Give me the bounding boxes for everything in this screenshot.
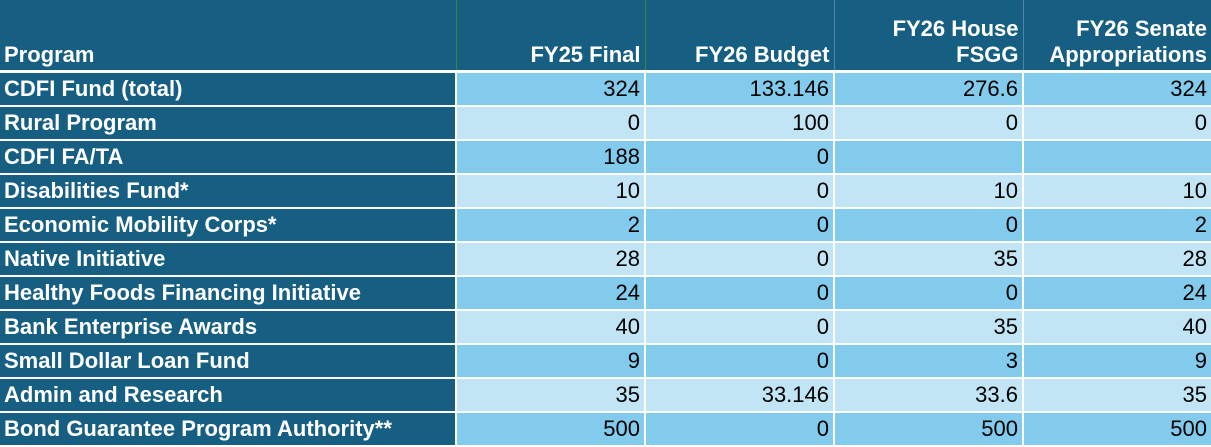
fy25-final-cell[interactable]: 324 xyxy=(455,71,645,107)
fy25-final-cell[interactable]: 188 xyxy=(455,140,645,175)
fy25-final-cell[interactable]: 0 xyxy=(455,106,645,141)
fy26-senate-cell[interactable]: 28 xyxy=(1022,242,1211,277)
header-fy26-budget[interactable]: FY26 Budget xyxy=(644,0,834,73)
fy25-final-cell[interactable]: 35 xyxy=(455,378,645,413)
fy26-senate-cell[interactable]: 35 xyxy=(1022,378,1211,413)
table-row: Bank Enterprise Awards 40 0 35 40 xyxy=(0,310,1211,345)
program-cell[interactable]: Admin and Research xyxy=(0,378,456,413)
header-fy26-house[interactable]: FY26 House FSGG xyxy=(833,0,1023,73)
fy26-house-cell[interactable] xyxy=(833,140,1023,175)
fy25-final-cell[interactable]: 28 xyxy=(455,242,645,277)
fy26-budget-cell[interactable]: 0 xyxy=(644,310,834,345)
fy26-budget-cell[interactable]: 0 xyxy=(644,140,834,175)
fy26-house-cell[interactable]: 0 xyxy=(833,106,1023,141)
header-fy26-house-line1: FY26 House xyxy=(892,16,1019,41)
table-row: Healthy Foods Financing Initiative 24 0 0 24 xyxy=(0,276,1211,311)
fy26-senate-cell[interactable] xyxy=(1022,140,1211,175)
table-row: Admin and Research 35 33.146 33.6 35 xyxy=(0,378,1211,413)
fy26-budget-cell[interactable]: 133.146 xyxy=(644,71,834,107)
fy26-budget-cell[interactable]: 0 xyxy=(644,276,834,311)
fy26-senate-cell[interactable]: 40 xyxy=(1022,310,1211,345)
fy26-house-cell[interactable]: 33.6 xyxy=(833,378,1023,413)
fy26-house-cell[interactable]: 35 xyxy=(833,242,1023,277)
program-cell[interactable]: Native Initiative xyxy=(0,242,456,277)
header-fy26-senate[interactable]: FY26 Senate Appropriations xyxy=(1022,0,1211,73)
program-cell[interactable]: Disabilities Fund* xyxy=(0,174,456,209)
fy26-budget-cell[interactable]: 0 xyxy=(644,242,834,277)
fy26-senate-cell[interactable]: 2 xyxy=(1022,208,1211,243)
fy26-house-cell[interactable]: 0 xyxy=(833,276,1023,311)
fy26-budget-cell[interactable]: 33.146 xyxy=(644,378,834,413)
fy26-senate-cell[interactable]: 24 xyxy=(1022,276,1211,311)
fy26-house-cell[interactable]: 10 xyxy=(833,174,1023,209)
fy26-senate-cell[interactable]: 10 xyxy=(1022,174,1211,209)
fy26-budget-cell[interactable]: 0 xyxy=(644,174,834,209)
fy26-budget-cell[interactable]: 0 xyxy=(644,208,834,243)
fy26-house-cell[interactable]: 276.6 xyxy=(833,71,1023,107)
header-fy25-final[interactable]: FY25 Final xyxy=(455,0,646,73)
table-row: Disabilities Fund* 10 0 10 10 xyxy=(0,174,1211,209)
fy26-budget-cell[interactable]: 0 xyxy=(644,344,834,379)
fy25-final-cell[interactable]: 24 xyxy=(455,276,645,311)
fy26-house-cell[interactable]: 3 xyxy=(833,344,1023,379)
fy26-budget-cell[interactable]: 100 xyxy=(644,106,834,141)
table-row: CDFI Fund (total) 324 133.146 276.6 324 xyxy=(0,71,1211,107)
table-row: CDFI FA/TA 188 0 xyxy=(0,140,1211,175)
fy25-final-cell[interactable]: 9 xyxy=(455,344,645,379)
program-cell[interactable]: CDFI FA/TA xyxy=(0,140,456,175)
program-cell[interactable]: Bank Enterprise Awards xyxy=(0,310,456,345)
fy25-final-cell[interactable]: 2 xyxy=(455,208,645,243)
table-row: Rural Program 0 100 0 0 xyxy=(0,106,1211,141)
fy26-house-cell[interactable]: 35 xyxy=(833,310,1023,345)
header-fy26-senate-line1: FY26 Senate xyxy=(1076,16,1207,41)
program-cell[interactable]: Healthy Foods Financing Initiative xyxy=(0,276,456,311)
fy25-final-cell[interactable]: 40 xyxy=(455,310,645,345)
program-cell[interactable]: Rural Program xyxy=(0,106,456,141)
fy26-senate-cell[interactable]: 0 xyxy=(1022,106,1211,141)
header-fy26-house-line2: FSGG xyxy=(956,42,1019,67)
fy25-final-cell[interactable]: 10 xyxy=(455,174,645,209)
fy26-senate-cell[interactable]: 324 xyxy=(1022,71,1211,107)
program-cell[interactable]: Economic Mobility Corps* xyxy=(0,208,456,243)
program-cell[interactable]: CDFI Fund (total) xyxy=(0,71,456,107)
header-row: Program FY25 Final FY26 Budget FY26 Hous… xyxy=(0,0,1211,73)
table-row: Economic Mobility Corps* 2 0 0 2 xyxy=(0,208,1211,243)
program-cell[interactable]: Small Dollar Loan Fund xyxy=(0,344,456,379)
table-row: Native Initiative 28 0 35 28 xyxy=(0,242,1211,277)
header-program[interactable]: Program xyxy=(0,0,456,73)
fy26-senate-cell[interactable]: 9 xyxy=(1022,344,1211,379)
header-fy26-senate-line2: Appropriations xyxy=(1049,42,1207,67)
table-row: Small Dollar Loan Fund 9 0 3 9 xyxy=(0,344,1211,379)
fy26-senate-cell[interactable]: 500 xyxy=(1022,412,1211,447)
fy26-house-cell[interactable]: 0 xyxy=(833,208,1023,243)
